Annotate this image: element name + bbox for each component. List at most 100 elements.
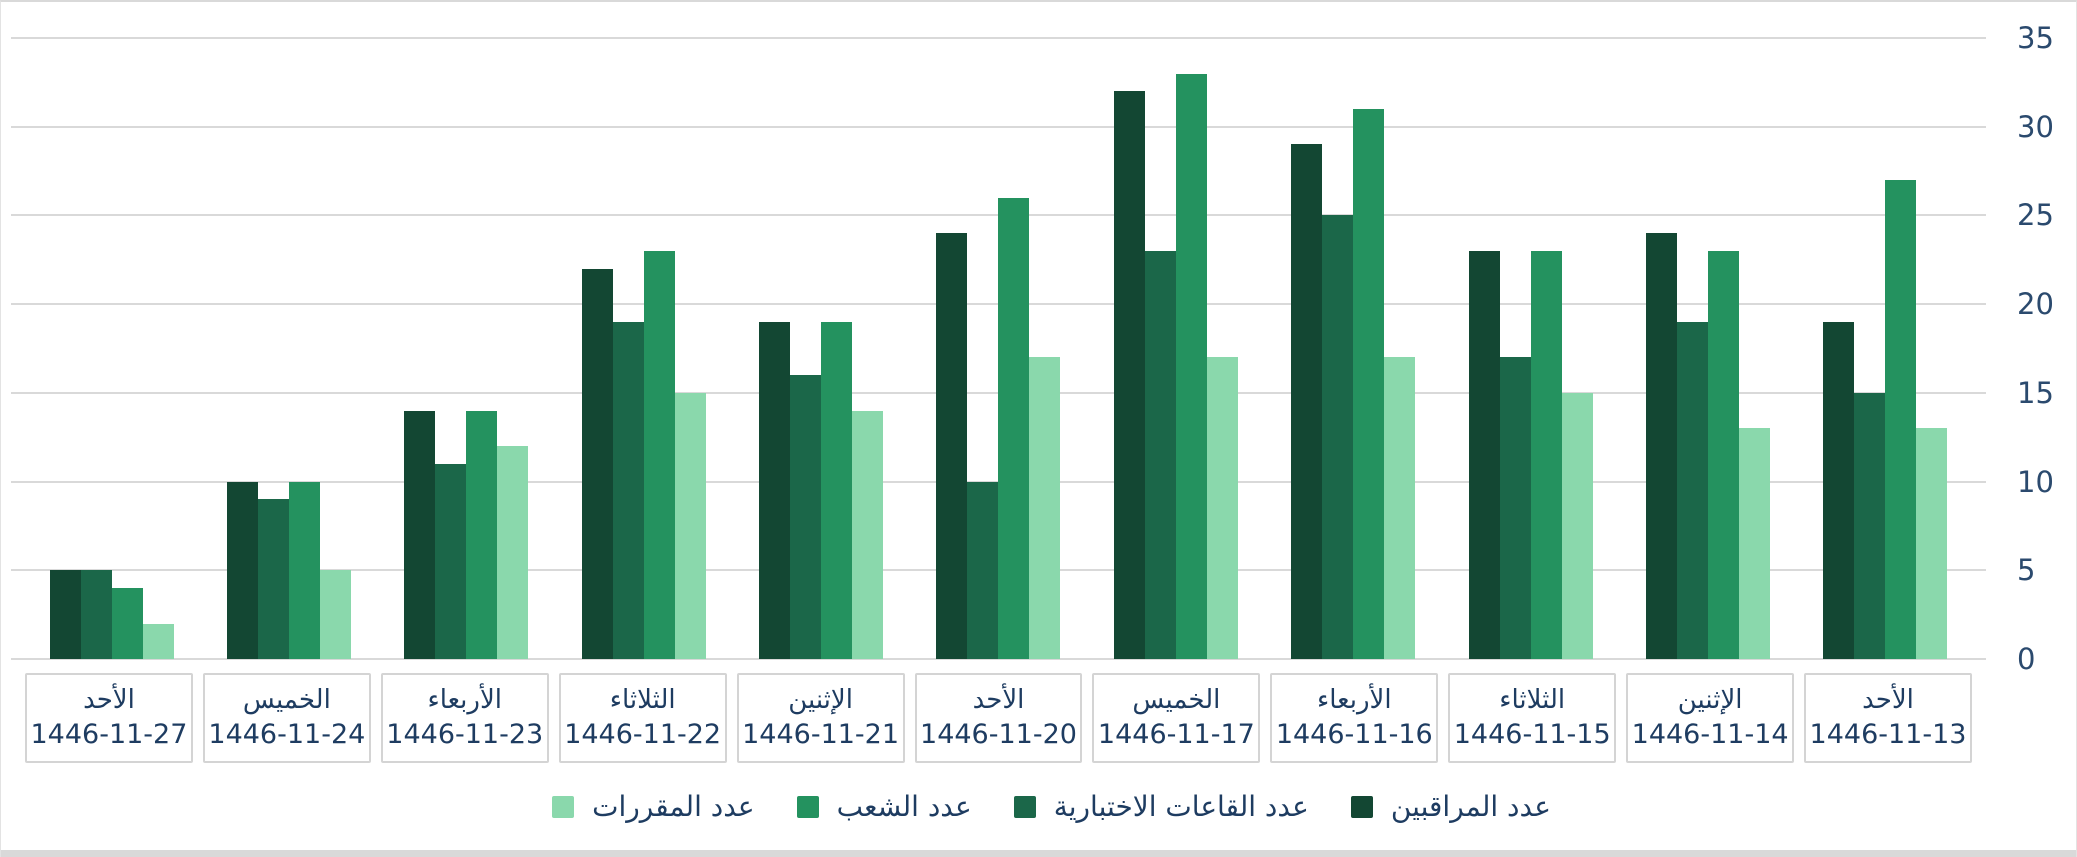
- category-date: 1446-11-17: [1097, 718, 1255, 750]
- y-tick-label: 30: [2017, 109, 2054, 144]
- bar[interactable]: [289, 481, 321, 659]
- category-label-box: الإثنين 1446-11-21: [736, 673, 905, 763]
- bar-group: [759, 38, 884, 659]
- category-day-name: الأربعاء: [1317, 684, 1392, 715]
- category-label-box: الأحد 1446-11-27: [25, 673, 193, 763]
- category-label-box: الأحد 1446-11-20: [914, 673, 1083, 763]
- bar[interactable]: [998, 197, 1030, 659]
- bar[interactable]: [1144, 250, 1176, 659]
- bar[interactable]: [936, 233, 968, 659]
- category-date: 1446-11-21: [742, 718, 900, 750]
- bar-group: [49, 38, 174, 659]
- bar-group: [227, 38, 352, 659]
- bar[interactable]: [852, 410, 884, 659]
- bar[interactable]: [1175, 73, 1207, 659]
- bar-group: [1645, 38, 1770, 659]
- bar[interactable]: [1322, 215, 1354, 659]
- category-day-name: الإثنين: [788, 684, 853, 715]
- category-date: 1446-11-22: [564, 718, 722, 750]
- y-tick-label: 10: [2017, 464, 2054, 499]
- bar-group: [404, 38, 529, 659]
- bar[interactable]: [1499, 357, 1531, 659]
- bar[interactable]: [790, 375, 822, 659]
- bar[interactable]: [1676, 321, 1708, 659]
- category-date: 1446-11-16: [1275, 718, 1433, 750]
- bar[interactable]: [435, 463, 467, 659]
- plot-area: [11, 37, 1986, 660]
- category-date: 1446-11-23: [386, 718, 544, 750]
- bar[interactable]: [759, 321, 791, 659]
- gridline-30: [11, 125, 1986, 128]
- legend-color-swatch-icon: [552, 795, 575, 818]
- bar[interactable]: [320, 570, 352, 659]
- bar-group: [1823, 38, 1948, 659]
- bar[interactable]: [643, 250, 675, 659]
- bar[interactable]: [1206, 357, 1238, 659]
- bar[interactable]: [1561, 392, 1593, 659]
- bar[interactable]: [404, 410, 436, 659]
- category-label-box: الخميس 1446-11-17: [1092, 673, 1261, 763]
- category-day-name: الأربعاء: [427, 684, 503, 715]
- bar-group: [1113, 38, 1238, 659]
- bar-group: [581, 38, 706, 659]
- legend-item[interactable]: عدد المراقبين: [1350, 790, 1551, 823]
- bar[interactable]: [1384, 357, 1416, 659]
- category-label-box: الثلاثاء 1446-11-15: [1448, 673, 1617, 763]
- y-axis: 0 5 10 15 20 25 30 35: [2017, 2, 2077, 676]
- legend-color-swatch-icon: [796, 795, 819, 818]
- bar-groups: [11, 38, 1986, 659]
- bar[interactable]: [497, 446, 529, 659]
- bar[interactable]: [1029, 357, 1061, 659]
- bar-group: [936, 38, 1061, 659]
- category-date: 1446-11-13: [1809, 718, 1967, 750]
- bar[interactable]: [466, 410, 498, 659]
- category-day-name: الإثنين: [1677, 684, 1743, 715]
- bar[interactable]: [49, 570, 81, 659]
- legend-label: عدد المراقبين: [1390, 790, 1551, 823]
- y-tick-label: 25: [2017, 198, 2054, 233]
- legend-item[interactable]: عدد القاعات الاختبارية: [1013, 790, 1309, 823]
- category-label-box: الثلاثاء 1446-11-22: [558, 673, 727, 763]
- bar-group: [1468, 38, 1593, 659]
- bar[interactable]: [821, 321, 853, 659]
- bar[interactable]: [1823, 321, 1855, 659]
- bar[interactable]: [1113, 91, 1145, 659]
- category-day-name: الخميس: [1132, 684, 1221, 715]
- bar[interactable]: [1291, 144, 1323, 659]
- bar[interactable]: [612, 321, 644, 659]
- legend-label: عدد المقررات: [592, 790, 755, 823]
- bar[interactable]: [142, 623, 174, 659]
- bar[interactable]: [967, 481, 999, 659]
- horizontal-scrollbar-track[interactable]: [1, 850, 2076, 857]
- bar[interactable]: [258, 499, 290, 659]
- bar[interactable]: [111, 588, 143, 659]
- legend-item[interactable]: عدد الشعب: [796, 790, 972, 823]
- bar[interactable]: [581, 268, 613, 659]
- category-date: 1446-11-15: [1453, 718, 1611, 750]
- bar[interactable]: [674, 392, 706, 659]
- bar[interactable]: [1916, 428, 1948, 659]
- legend-color-swatch-icon: [1013, 795, 1036, 818]
- legend-item[interactable]: عدد المقررات: [552, 790, 755, 823]
- bar[interactable]: [1707, 250, 1739, 659]
- bar[interactable]: [1353, 108, 1385, 659]
- legend: عدد المراقبين عدد القاعات الاختبارية عدد ا…: [64, 790, 2039, 823]
- legend-label: عدد القاعات الاختبارية: [1053, 790, 1309, 823]
- bar[interactable]: [1885, 179, 1917, 659]
- bar[interactable]: [80, 570, 112, 659]
- bar[interactable]: [1530, 250, 1562, 659]
- category-date: 1446-11-27: [30, 718, 188, 750]
- bar[interactable]: [1468, 250, 1500, 659]
- category-day-name: الخميس: [242, 684, 331, 715]
- bar[interactable]: [1854, 392, 1886, 659]
- category-label-box: الأحد 1446-11-13: [1804, 673, 1972, 763]
- bar[interactable]: [1738, 428, 1770, 659]
- category-day-name: الأحد: [1862, 684, 1914, 715]
- bar[interactable]: [1645, 233, 1677, 659]
- category-label-box: الأربعاء 1446-11-23: [380, 673, 549, 763]
- y-tick-label: 0: [2017, 642, 2036, 676]
- category-label-box: الأربعاء 1446-11-16: [1270, 673, 1439, 763]
- bar[interactable]: [227, 481, 259, 659]
- category-date: 1446-11-14: [1631, 718, 1789, 750]
